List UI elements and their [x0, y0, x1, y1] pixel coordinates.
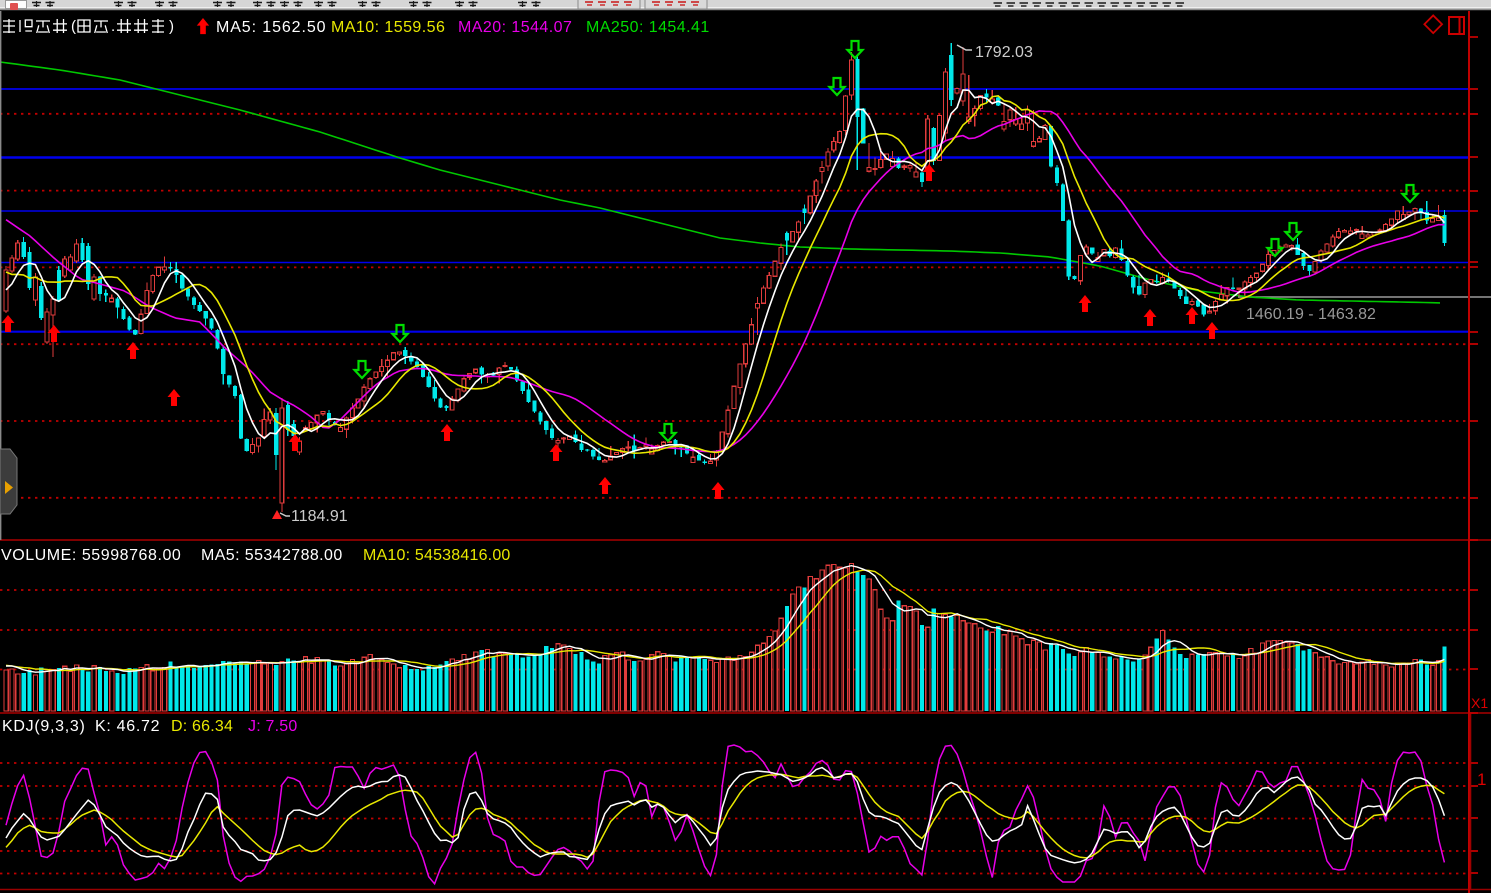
svg-text:MA20: 1544.07: MA20: 1544.07 — [458, 19, 572, 36]
svg-text:(: ( — [71, 18, 76, 35]
svg-text:MA10: 1559.56: MA10: 1559.56 — [331, 19, 445, 36]
svg-text:MA250: 1454.41: MA250: 1454.41 — [586, 19, 710, 36]
svg-text:VOLUME: 55998768.00: VOLUME: 55998768.00 — [1, 547, 181, 564]
svg-text:1460.19 - 1463.82: 1460.19 - 1463.82 — [1246, 306, 1376, 323]
svg-text:): ) — [169, 18, 174, 35]
svg-text:1792.03: 1792.03 — [975, 44, 1033, 61]
svg-text:MA10: 54538416.00: MA10: 54538416.00 — [363, 547, 511, 564]
svg-text:MA5: 55342788.00: MA5: 55342788.00 — [201, 547, 343, 564]
svg-text:.: . — [111, 18, 115, 35]
svg-text:X1: X1 — [1471, 695, 1488, 711]
svg-text:1: 1 — [1477, 770, 1486, 789]
svg-text:MA5: 1562.50: MA5: 1562.50 — [216, 19, 326, 36]
svg-text:J: 7.50: J: 7.50 — [248, 718, 297, 735]
svg-text:KDJ(9,3,3): KDJ(9,3,3) — [2, 718, 85, 735]
svg-text:K: 46.72: K: 46.72 — [95, 718, 160, 735]
svg-text:D: 66.34: D: 66.34 — [171, 718, 233, 735]
svg-text:1184.91: 1184.91 — [291, 508, 348, 525]
